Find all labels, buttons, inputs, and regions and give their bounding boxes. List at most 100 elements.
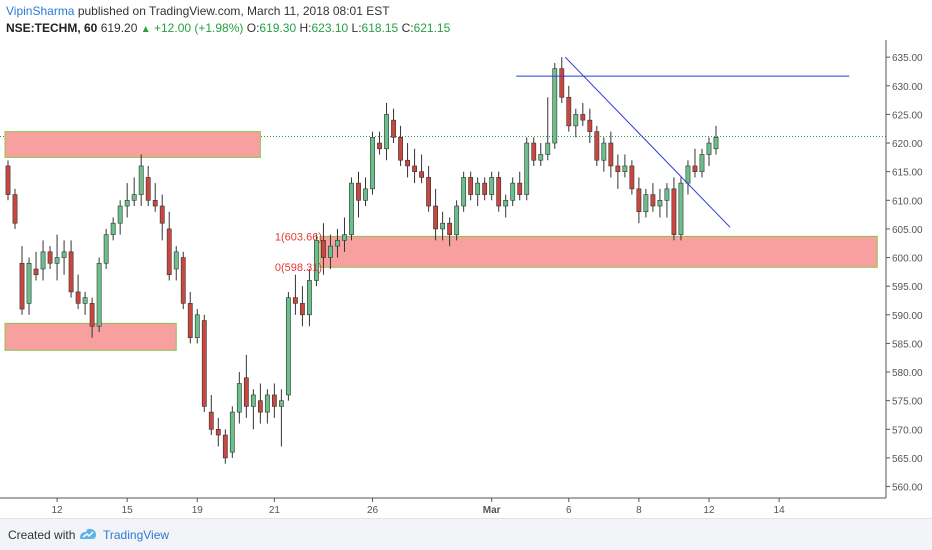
candle-body xyxy=(349,182,354,235)
candle-body xyxy=(489,177,495,195)
price-tick-label: 625.00 xyxy=(892,110,923,121)
candle-body xyxy=(524,142,530,195)
candle-body xyxy=(412,165,417,172)
candle-body xyxy=(608,142,614,167)
candle-body xyxy=(215,428,221,436)
candle-body xyxy=(307,280,312,316)
close-label: C: xyxy=(401,21,414,35)
price-tick-label: 590.00 xyxy=(892,311,923,322)
candle-body xyxy=(447,222,453,235)
candle-body xyxy=(461,177,467,207)
candle-body xyxy=(517,182,523,195)
candle-body xyxy=(96,262,102,327)
time-tick-label: 8 xyxy=(636,505,642,516)
drawn-lines xyxy=(516,56,850,228)
candle-body xyxy=(706,142,712,155)
chart-header: VipinSharma published on TradingView.com… xyxy=(6,0,926,38)
symbol-label[interactable]: NSE:TECHM, 60 xyxy=(6,21,98,35)
candle-body xyxy=(243,377,249,407)
candle-body xyxy=(47,251,53,264)
fib-level-label: 1(603.66) xyxy=(275,232,322,244)
candle-body xyxy=(33,268,39,276)
last-price: 619.20 xyxy=(100,21,138,35)
time-tick-label: 6 xyxy=(566,505,572,516)
time-tick-label: 19 xyxy=(192,505,204,516)
candle-body xyxy=(103,234,109,264)
candle-body xyxy=(236,383,242,413)
price-tick-label: 585.00 xyxy=(892,339,923,350)
candle-body xyxy=(278,400,284,407)
candle-body xyxy=(264,394,270,413)
candle-body xyxy=(68,251,74,293)
candle-body xyxy=(594,131,600,161)
candle-body xyxy=(496,177,502,207)
high-value: 623.10 xyxy=(311,21,349,35)
tradingview-logo-icon xyxy=(80,528,96,539)
candle-body xyxy=(145,177,151,201)
candle-body xyxy=(124,200,130,207)
candle-body xyxy=(229,411,235,453)
candle-body xyxy=(440,222,446,230)
candle-body xyxy=(12,194,18,224)
price-tick-label: 635.00 xyxy=(892,53,923,64)
candle-body xyxy=(545,142,551,155)
candle-body xyxy=(173,251,179,270)
candle-body xyxy=(636,188,642,213)
candle-body xyxy=(5,165,11,195)
time-axis: 12 15 19 21 26 Mar 6 8 12 14 xyxy=(0,497,886,516)
candle-body xyxy=(208,411,214,430)
candle-body xyxy=(510,182,516,201)
candle-body xyxy=(692,165,698,172)
time-tick-label: 21 xyxy=(269,505,281,516)
candle-body xyxy=(482,182,488,195)
ohlc-line: NSE:TECHM, 60 619.20 ▲ +12.00 (+1.98%) O… xyxy=(6,21,450,35)
price-tick-label: 560.00 xyxy=(892,483,923,494)
candle-body xyxy=(664,188,670,201)
candle-body xyxy=(26,262,32,304)
candle-body xyxy=(426,177,431,207)
candles xyxy=(5,57,719,464)
time-tick-label: 14 xyxy=(774,505,786,516)
candle-body xyxy=(370,137,375,190)
price-tick-label: 630.00 xyxy=(892,82,923,93)
price-tick-label: 575.00 xyxy=(892,397,923,408)
candle-body xyxy=(335,240,340,247)
low-value: 618.15 xyxy=(361,21,399,35)
candle-body xyxy=(475,182,481,195)
price-tick-label: 605.00 xyxy=(892,225,923,236)
candle-body xyxy=(398,137,403,161)
candle-body xyxy=(342,234,347,241)
candle-body xyxy=(538,154,544,161)
supply-demand-zones xyxy=(4,131,878,351)
up-arrow-icon: ▲ xyxy=(140,24,151,35)
candle-body xyxy=(89,303,95,327)
candle-body xyxy=(615,165,621,172)
fib-labels: 1(603.66) 0(598.31) xyxy=(275,232,322,275)
candle-body xyxy=(222,434,228,459)
candle-body xyxy=(19,262,25,310)
candle-body xyxy=(75,291,81,304)
candle-body xyxy=(384,114,389,150)
candle-body xyxy=(699,154,705,172)
publish-info: published on TradingView.com, March 11, … xyxy=(77,4,390,18)
candle-body xyxy=(40,251,46,270)
candle-body xyxy=(293,297,298,304)
zone-rect xyxy=(4,322,177,351)
candle-body xyxy=(552,68,558,144)
open-label: O: xyxy=(246,21,260,35)
price-change: +12.00 (+1.98%) xyxy=(154,21,244,35)
candle-body xyxy=(601,142,607,161)
candle-body xyxy=(405,159,410,167)
author-link[interactable]: VipinSharma xyxy=(6,4,75,18)
candle-body xyxy=(187,303,193,339)
candle-body xyxy=(433,205,439,230)
candle-body xyxy=(300,303,305,316)
candle-body xyxy=(713,137,719,150)
tradingview-brand-link[interactable]: TradingView xyxy=(103,528,170,542)
candle-body xyxy=(643,194,649,213)
candle-body xyxy=(166,228,172,276)
candle-body xyxy=(159,205,165,224)
time-tick-label: 26 xyxy=(367,505,379,516)
price-tick-label: 565.00 xyxy=(892,454,923,465)
